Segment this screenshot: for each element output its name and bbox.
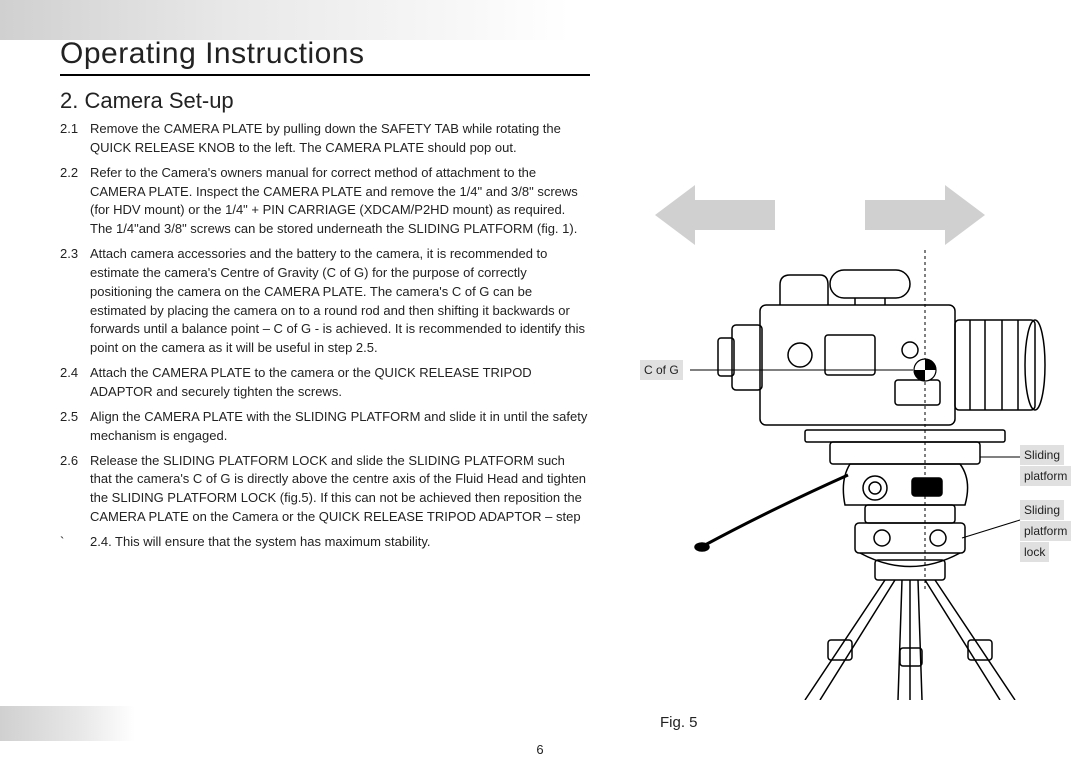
step-text: Align the CAMERA PLATE with the SLIDING … — [90, 408, 590, 446]
step-item: 2.1 Remove the CAMERA PLATE by pulling d… — [60, 120, 590, 158]
callout-spl-line3: lock — [1020, 542, 1049, 562]
trailing-text: 2.4. This will ensure that the system ha… — [90, 533, 590, 552]
step-number: 2.5 — [60, 408, 90, 446]
section-title-text: Camera Set-up — [84, 88, 233, 113]
callout-cofg-text: C of G — [640, 360, 683, 380]
callout-sp-line1: Sliding — [1020, 445, 1064, 465]
step-number: 2.2 — [60, 164, 90, 239]
step-text: Attach the CAMERA PLATE to the camera or… — [90, 364, 590, 402]
instructions-list: 2.1 Remove the CAMERA PLATE by pulling d… — [60, 120, 590, 552]
step-item: 2.4 Attach the CAMERA PLATE to the camer… — [60, 364, 590, 402]
step-item: 2.2 Refer to the Camera's owners manual … — [60, 164, 590, 239]
trailing-line: ` 2.4. This will ensure that the system … — [60, 533, 590, 552]
page-number: 6 — [536, 742, 543, 757]
section-heading: 2. Camera Set-up — [60, 88, 234, 114]
callout-sliding-platform-lock: Sliding platform lock — [1020, 500, 1071, 563]
trailing-prefix: ` — [60, 533, 90, 552]
step-item: 2.3 Attach camera accessories and the ba… — [60, 245, 590, 358]
arrow-right-icon — [865, 185, 985, 245]
step-number: 2.6 — [60, 452, 90, 527]
figure-label: Fig. 5 — [660, 714, 698, 731]
figure-5: C of G Sliding platform Sliding platform… — [640, 170, 1060, 730]
callout-cofg: C of G — [640, 360, 683, 381]
step-item: 2.5 Align the CAMERA PLATE with the SLID… — [60, 408, 590, 446]
title-underline — [60, 74, 590, 76]
section-number: 2. — [60, 88, 78, 113]
step-text: Attach camera accessories and the batter… — [90, 245, 590, 358]
page-title: Operating Instructions — [60, 37, 364, 71]
callout-spl-line2: platform — [1020, 521, 1071, 541]
callout-sliding-platform: Sliding platform — [1020, 445, 1071, 487]
callout-sp-line2: platform — [1020, 466, 1071, 486]
camera-diagram — [660, 250, 1060, 700]
top-gradient-strip — [0, 0, 570, 40]
step-text: Release the SLIDING PLATFORM LOCK and sl… — [90, 452, 590, 527]
step-text: Remove the CAMERA PLATE by pulling down … — [90, 120, 590, 158]
step-number: 2.1 — [60, 120, 90, 158]
arrow-left-icon — [655, 185, 775, 245]
bottom-gradient-strip — [0, 706, 135, 741]
step-item: 2.6 Release the SLIDING PLATFORM LOCK an… — [60, 452, 590, 527]
step-text: Refer to the Camera's owners manual for … — [90, 164, 590, 239]
step-number: 2.4 — [60, 364, 90, 402]
callout-spl-line1: Sliding — [1020, 500, 1064, 520]
step-number: 2.3 — [60, 245, 90, 358]
